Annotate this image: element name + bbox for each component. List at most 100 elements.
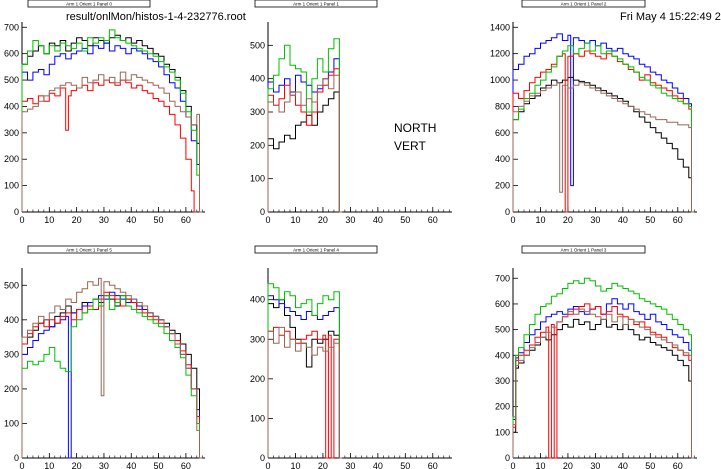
y-tick-label: 600 xyxy=(495,299,510,309)
x-tick-label: 0 xyxy=(19,461,24,469)
panel-1: Arm 1 Orient 1 Panel 1 0 100 200 300 400 500 0 1… xyxy=(250,0,452,225)
series-brown-line xyxy=(21,277,203,459)
panel-4: Arm 1 Orient 1 Panel 4 0 100 200 300 400 0 10 20… xyxy=(250,245,452,469)
y-tick-label: 500 xyxy=(250,40,265,50)
panel-0: Arm 1 Orient 1 Panel 0010020030040050060… xyxy=(4,0,205,225)
x-tick-label: 40 xyxy=(618,215,628,225)
y-tick-label: 100 xyxy=(250,413,265,423)
y-tick-label: 200 xyxy=(495,402,510,412)
y-tick-label: 1000 xyxy=(490,75,510,85)
panel-title-box xyxy=(254,0,378,8)
y-tick-label: 500 xyxy=(495,325,510,335)
series-red-line xyxy=(267,326,343,459)
y-tick-label: 0 xyxy=(14,207,19,217)
panel-3: Arm 1 Orient 1 Panel 5 0 100 200 300 400 500 0 1… xyxy=(4,245,205,469)
y-tick-label: 100 xyxy=(4,418,19,428)
series-green-line xyxy=(512,277,695,459)
file-label: result/onlMon/histos-1-4-232776.root xyxy=(66,11,246,23)
date-label: Fri May 4 15:22:49 2007 xyxy=(620,11,721,23)
x-tick-label: 40 xyxy=(126,461,136,469)
y-tick-label: 400 xyxy=(495,350,510,360)
x-tick-label: 30 xyxy=(590,215,600,225)
x-tick-label: 10 xyxy=(290,461,300,469)
panel-title: Arm 1 Orient 1 Panel 2 xyxy=(561,2,607,7)
x-tick-label: 30 xyxy=(99,461,109,469)
series-green-line xyxy=(267,38,343,213)
y-tick-label: 0 xyxy=(14,453,19,463)
y-tick-label: 800 xyxy=(495,101,510,111)
x-tick-label: 50 xyxy=(645,461,655,469)
panel-title-box xyxy=(27,245,151,254)
series-brown-line xyxy=(267,74,343,213)
x-tick-label: 30 xyxy=(345,461,355,469)
y-tick-label: 300 xyxy=(250,107,265,117)
x-tick-label: 20 xyxy=(563,215,573,225)
panel-title: Arm 1 Orient 1 Panel 4 xyxy=(293,248,339,253)
series-green-line xyxy=(21,295,203,459)
series-blue-line xyxy=(267,58,343,213)
y-tick-label: 300 xyxy=(250,334,265,344)
x-tick-label: 0 xyxy=(510,215,515,225)
x-tick-label: 40 xyxy=(373,461,383,469)
y-tick-label: 700 xyxy=(4,22,19,32)
x-tick-label: 10 xyxy=(535,215,545,225)
panel-title-box xyxy=(27,0,151,8)
x-tick-label: 50 xyxy=(400,215,410,225)
x-tick-label: 20 xyxy=(72,461,82,469)
x-tick-label: 0 xyxy=(265,461,270,469)
y-tick-label: 500 xyxy=(4,280,19,290)
y-tick-label: 200 xyxy=(4,154,19,164)
series-brown-line xyxy=(267,326,343,459)
series-green-line xyxy=(512,42,695,213)
series-blue-line xyxy=(267,295,343,459)
y-tick-label: 200 xyxy=(4,384,19,394)
x-tick-label: 20 xyxy=(318,461,328,469)
y-tick-label: 400 xyxy=(250,74,265,84)
x-tick-label: 30 xyxy=(590,461,600,469)
y-tick-label: 300 xyxy=(4,349,19,359)
panel-title: Arm 1 Orient 1 Panel 5 xyxy=(66,248,112,253)
x-tick-label: 0 xyxy=(265,215,270,225)
panel-5: Arm 1 Orient 1 Panel 3 0 100 200 300 400 500 60… xyxy=(495,245,697,469)
x-tick-label: 50 xyxy=(154,461,164,469)
series-red-line xyxy=(512,50,695,213)
x-tick-label: 40 xyxy=(373,215,383,225)
panel-title: Arm 1 Orient 1 Panel 1 xyxy=(293,2,339,7)
panel-title: Arm 1 Orient 1 Panel 3 xyxy=(561,248,607,253)
y-tick-label: 400 xyxy=(495,154,510,164)
y-tick-label: 500 xyxy=(4,75,19,85)
y-tick-label: 100 xyxy=(250,174,265,184)
series-red-line xyxy=(512,303,695,459)
y-tick-label: 200 xyxy=(250,140,265,150)
x-tick-label: 10 xyxy=(535,461,545,469)
x-tick-label: 60 xyxy=(673,215,683,225)
y-tick-label: 1200 xyxy=(490,49,510,59)
panel-title-box xyxy=(521,245,646,254)
series-brown-line xyxy=(21,71,203,213)
series-brown-line xyxy=(512,308,695,459)
panel-2: Arm 1 Orient 1 Panel 2020040060080010001… xyxy=(490,0,697,225)
x-tick-label: 50 xyxy=(154,215,164,225)
y-tick-label: 100 xyxy=(495,427,510,437)
annotation-north: NORTH xyxy=(394,121,437,135)
y-tick-label: 200 xyxy=(250,374,265,384)
x-tick-label: 10 xyxy=(44,215,54,225)
series-blue-line xyxy=(512,33,695,213)
x-tick-label: 0 xyxy=(510,461,515,469)
x-tick-label: 60 xyxy=(428,461,438,469)
y-tick-label: 0 xyxy=(260,453,265,463)
x-tick-label: 10 xyxy=(44,461,54,469)
x-tick-label: 50 xyxy=(645,215,655,225)
annotation-vert: VERT xyxy=(394,139,426,153)
panel-title-box xyxy=(254,245,378,254)
x-tick-label: 20 xyxy=(72,215,82,225)
x-tick-label: 40 xyxy=(126,215,136,225)
series-blue-line xyxy=(21,42,203,213)
y-tick-label: 300 xyxy=(495,376,510,386)
y-tick-label: 100 xyxy=(4,181,19,191)
x-tick-label: 10 xyxy=(290,215,300,225)
y-tick-label: 600 xyxy=(4,49,19,59)
series-red-line xyxy=(21,79,197,213)
x-tick-label: 50 xyxy=(400,461,410,469)
